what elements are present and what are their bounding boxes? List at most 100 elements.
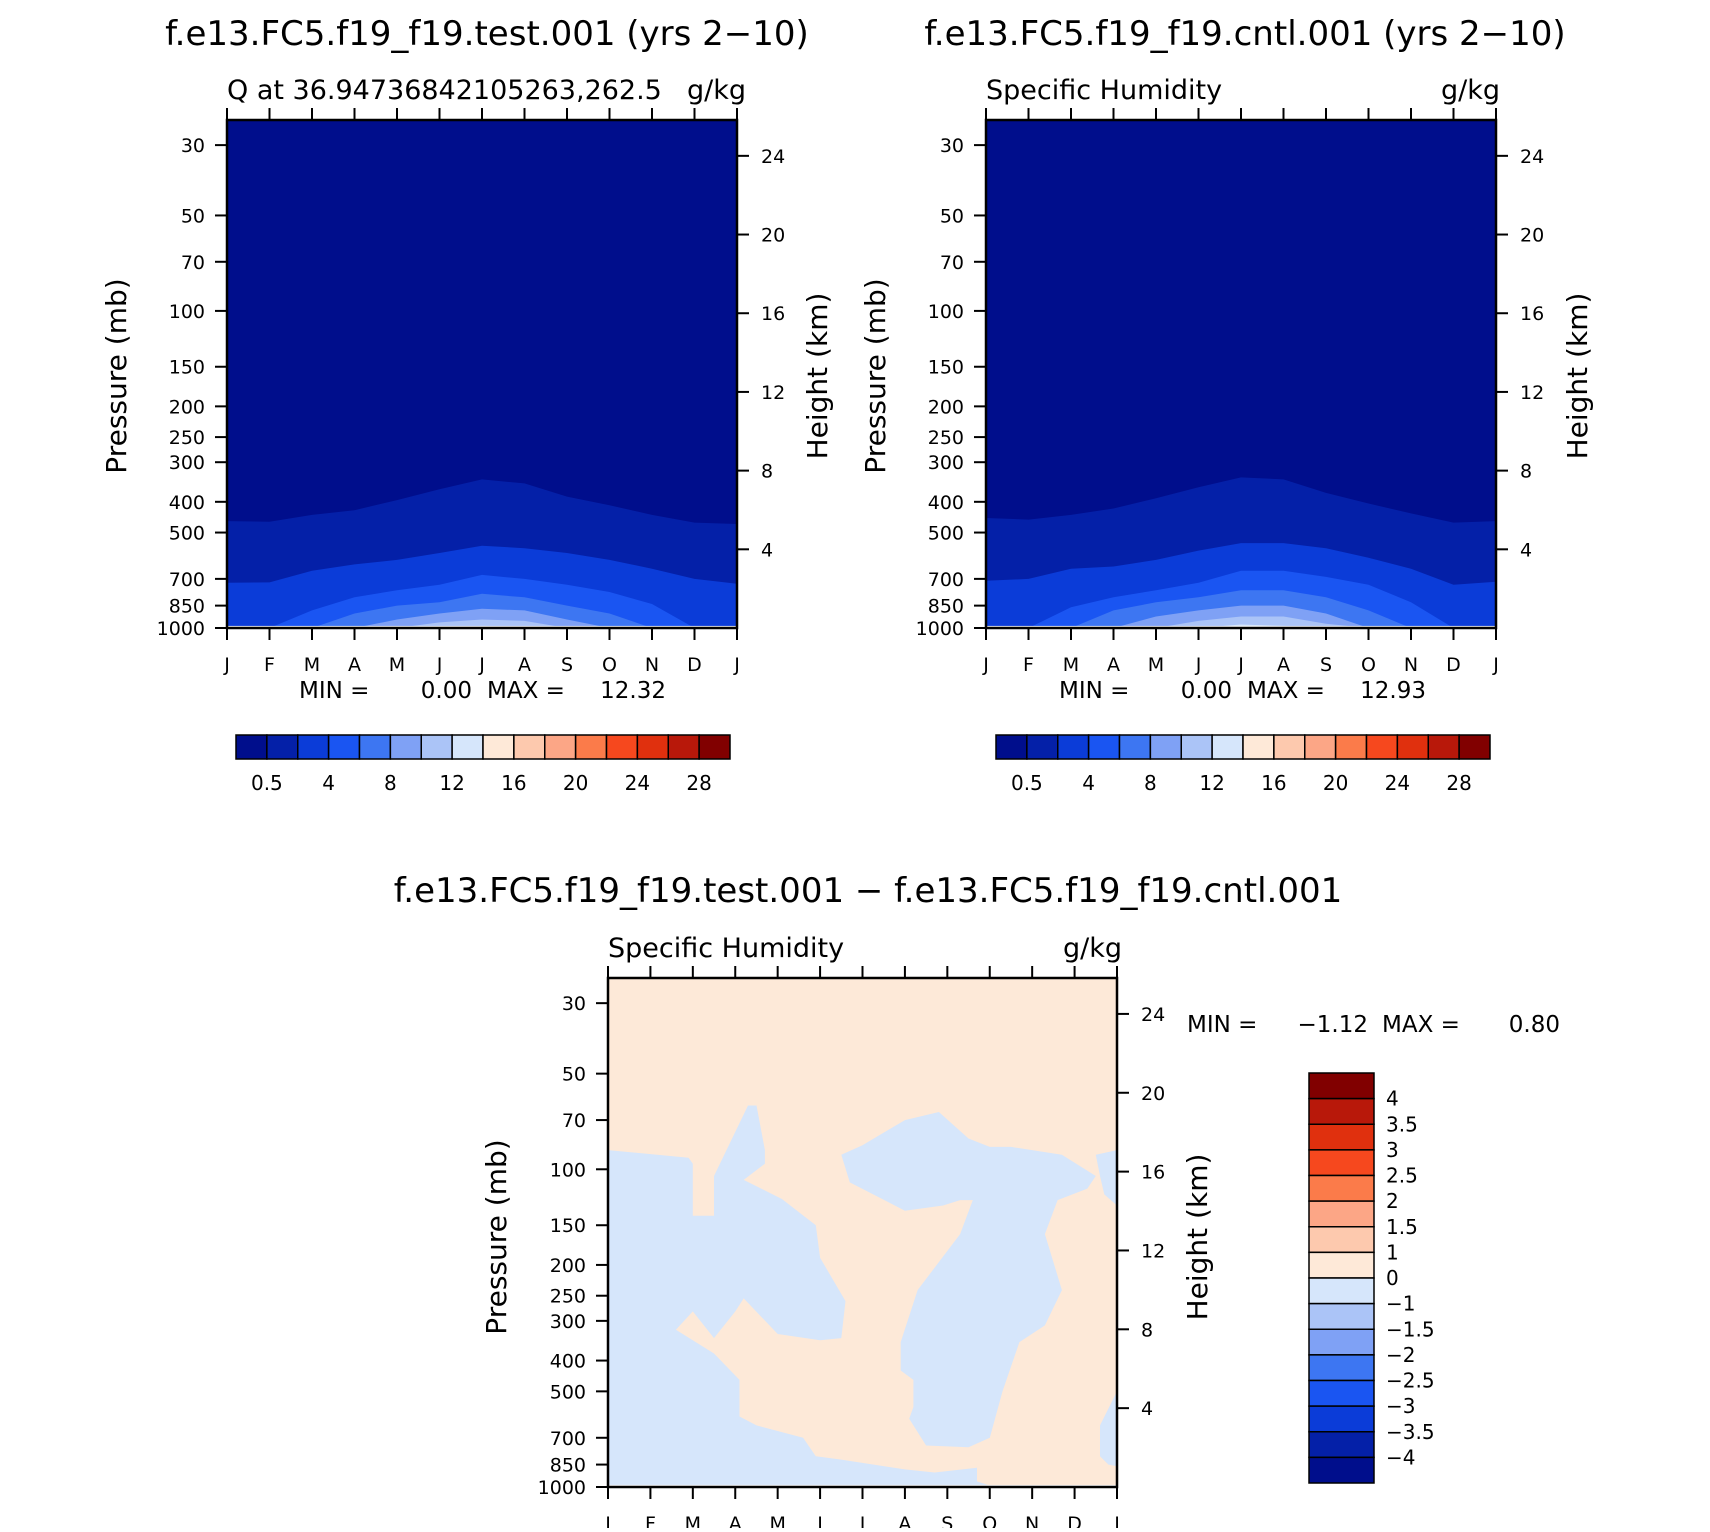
negative-region (841, 1112, 1096, 1448)
colorbar-label: 4 (322, 771, 335, 795)
colorbar-box (1308, 1123, 1375, 1151)
x-tick-label: J (859, 1513, 866, 1528)
colorbar-label: 8 (1144, 771, 1157, 795)
colorbar-label: −3.5 (1386, 1420, 1435, 1444)
axis-ticks: J F M A M J J A S O N D J 30 50 70 100 150 200 250 300 400 500… (916, 108, 1544, 676)
y-tick-label: 200 (169, 396, 205, 418)
y-tick-label-right: 16 (1520, 303, 1544, 325)
colorbar-box (1308, 1226, 1375, 1254)
colorbar-box (1211, 734, 1244, 760)
x-tick-label: D (687, 654, 702, 676)
x-tick-label: J (223, 654, 230, 676)
panel-difference: f.e13.FC5.f19_f19.test.001 − f.e13.FC5.f… (394, 871, 1560, 1532)
colorbar-label: 4 (1386, 1087, 1399, 1111)
variable-label: Specific Humidity (608, 933, 844, 964)
y-tick-label-right: 16 (761, 303, 785, 325)
colorbar: 0.5 4 8 12 16 20 24 28 (995, 734, 1491, 795)
max-label: MAX = (1382, 1012, 1460, 1038)
negative-region (1100, 1391, 1117, 1467)
contour-plot (227, 120, 737, 628)
y-tick-label: 50 (562, 1064, 586, 1086)
colorbar-label: 3 (1386, 1138, 1399, 1162)
x-tick-label: M (1063, 654, 1079, 676)
x-tick-label: J (436, 654, 443, 676)
y-axis-title-right: Height (km) (801, 293, 834, 460)
contour-fill (227, 120, 737, 628)
x-tick-label: F (645, 1513, 656, 1528)
x-tick-label: O (982, 1513, 997, 1528)
y-tick-label-right: 24 (761, 146, 785, 168)
colorbar-box (698, 734, 731, 760)
x-tick-label: N (645, 654, 659, 676)
y-tick-label: 50 (181, 205, 205, 227)
x-tick-label: O (1361, 654, 1376, 676)
y-tick-label: 300 (169, 452, 205, 474)
y-axis-title: Pressure (mb) (480, 1139, 513, 1334)
colorbar-box (1396, 734, 1429, 760)
colorbar-box (1308, 1379, 1375, 1407)
colorbar-box (605, 734, 639, 760)
colorbar-box (1087, 734, 1121, 760)
colorbar-box (574, 734, 608, 760)
x-tick-label: A (898, 1513, 911, 1528)
colorbar-label: 8 (384, 771, 397, 795)
colorbar-box (1026, 734, 1059, 760)
colorbar-label: 20 (563, 771, 588, 795)
x-tick-label: J (733, 654, 740, 676)
colorbar: 43.532.521.510−1−1.5−2−2.5−3−3.5−4 (1308, 1072, 1435, 1484)
min-value: 0.00 (1181, 678, 1232, 704)
colorbar-box (389, 734, 422, 760)
colorbar-box (513, 734, 546, 760)
colorbar-box (1365, 734, 1399, 760)
colorbar-box (482, 734, 515, 760)
colorbar-box (1308, 1354, 1375, 1382)
y-tick-label: 300 (928, 452, 964, 474)
x-tick-label: N (1404, 654, 1418, 676)
y-tick-label: 200 (928, 396, 964, 418)
x-tick-label: D (1067, 1513, 1082, 1528)
x-tick-label: A (518, 654, 531, 676)
colorbar-box (1180, 734, 1213, 760)
colorbar-box (235, 734, 268, 760)
y-tick-label-right: 4 (1520, 539, 1532, 561)
y-tick-label-right: 12 (1520, 382, 1544, 404)
y-tick-label: 150 (169, 357, 205, 379)
y-tick-label: 150 (550, 1215, 586, 1237)
contour-fill (986, 120, 1496, 628)
colorbar-label: 1.5 (1386, 1215, 1418, 1239)
y-tick-label: 70 (181, 252, 205, 274)
colorbar-label: −4 (1386, 1445, 1415, 1469)
colorbar-label: 2 (1386, 1189, 1399, 1213)
x-tick-label: S (561, 654, 573, 676)
y-tick-label: 50 (940, 205, 964, 227)
colorbar-box (266, 734, 299, 760)
y-tick-label: 850 (928, 596, 964, 618)
y-tick-label: 500 (169, 523, 205, 545)
colorbar-box (358, 734, 392, 760)
colorbar-box (1308, 1302, 1375, 1330)
y-tick-label: 30 (562, 993, 586, 1015)
max-value: 12.32 (600, 678, 666, 704)
x-tick-label: D (1446, 654, 1461, 676)
y-tick-label-right: 24 (1520, 146, 1544, 168)
y-axis-title: Pressure (mb) (859, 278, 892, 473)
y-tick-label: 1000 (157, 618, 205, 640)
y-axis-title-right: Height (km) (1181, 1154, 1214, 1321)
y-tick-label: 70 (940, 252, 964, 274)
colorbar-box (1308, 1097, 1375, 1125)
colorbar-label: 28 (686, 771, 711, 795)
min-label: MIN = (1187, 1012, 1257, 1038)
x-tick-label: M (685, 1513, 701, 1528)
colorbar-box (1308, 1328, 1375, 1356)
colorbar-box (1308, 1174, 1375, 1202)
colorbar-box (1427, 734, 1460, 760)
colorbar-box (1149, 734, 1182, 760)
x-tick-label: F (1023, 654, 1034, 676)
colorbar-box (420, 734, 453, 760)
x-tick-label: A (729, 1513, 742, 1528)
y-tick-label: 300 (550, 1311, 586, 1333)
y-axis-title-right: Height (km) (1561, 293, 1594, 460)
y-tick-label: 30 (940, 135, 964, 157)
y-tick-label-right: 12 (1141, 1240, 1165, 1262)
